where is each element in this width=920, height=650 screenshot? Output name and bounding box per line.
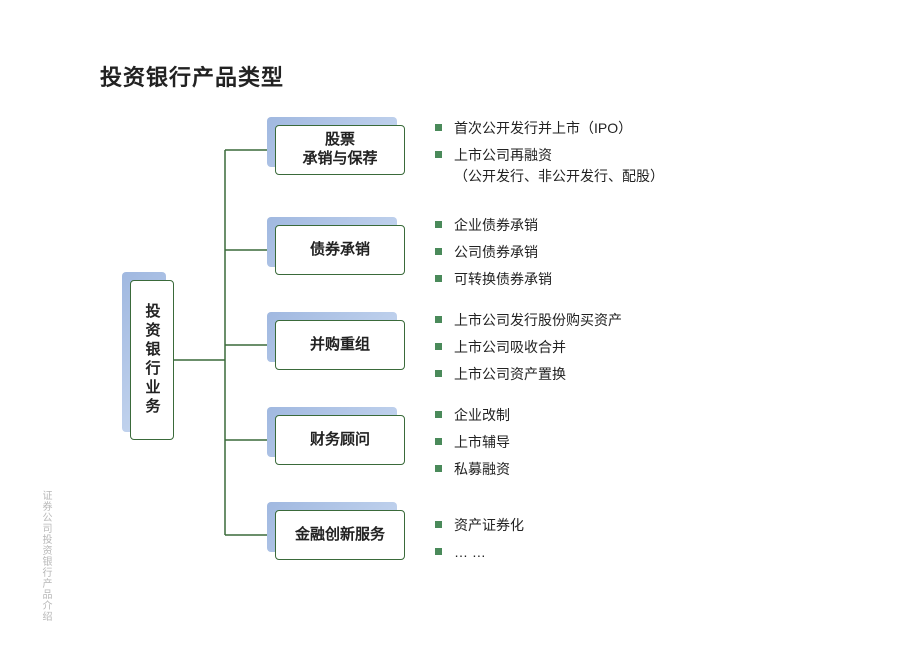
bullet-item: 上市公司吸收合并 [435,337,622,358]
child-label: 并购重组 [275,320,405,370]
side-label: 证券公司投资银行产品介绍 [38,490,53,622]
bullet-list: 首次公开发行并上市（IPO） 上市公司再融资（公开发行、非公开发行、配股） [435,118,664,193]
bullet-text: 上市公司吸收合并 [454,337,566,358]
bullet-item: … … [435,542,524,563]
bullet-square-icon [435,411,442,418]
bullet-item: 上市公司再融资（公开发行、非公开发行、配股） [435,145,664,187]
bullet-text: 私募融资 [454,459,510,480]
bullet-square-icon [435,343,442,350]
bullet-item: 上市公司资产置换 [435,364,622,385]
bullet-text: 上市公司再融资（公开发行、非公开发行、配股） [454,145,664,187]
bullet-square-icon [435,151,442,158]
root-node: 投资银行业务 [130,280,174,440]
child-node: 股票承销与保荐 [275,125,405,175]
child-node: 债券承销 [275,225,405,275]
bullet-list: 企业债券承销公司债券承销可转换债券承销 [435,215,552,296]
bullet-item: 公司债券承销 [435,242,552,263]
child-node: 财务顾问 [275,415,405,465]
bullet-list: 上市公司发行股份购买资产上市公司吸收合并上市公司资产置换 [435,310,622,391]
child-node: 金融创新服务 [275,510,405,560]
bullet-item: 企业改制 [435,405,510,426]
bullet-square-icon [435,521,442,528]
child-label: 股票承销与保荐 [275,125,405,175]
bullet-item: 可转换债券承销 [435,269,552,290]
bullet-square-icon [435,465,442,472]
bullet-item: 上市辅导 [435,432,510,453]
bullet-square-icon [435,370,442,377]
bullet-square-icon [435,248,442,255]
bullet-square-icon [435,316,442,323]
bullet-square-icon [435,548,442,555]
bullet-item: 上市公司发行股份购买资产 [435,310,622,331]
bullet-list: 企业改制上市辅导私募融资 [435,405,510,486]
child-node: 并购重组 [275,320,405,370]
bullet-text: 企业债券承销 [454,215,538,236]
bullet-square-icon [435,124,442,131]
bullet-item: 首次公开发行并上市（IPO） [435,118,664,139]
bullet-text: 上市公司发行股份购买资产 [454,310,622,331]
bullet-square-icon [435,438,442,445]
root-label: 投资银行业务 [130,280,174,440]
bullet-text: 企业改制 [454,405,510,426]
child-label: 债券承销 [275,225,405,275]
bullet-text: 公司债券承销 [454,242,538,263]
child-label: 金融创新服务 [275,510,405,560]
bullet-text: 资产证券化 [454,515,524,536]
bullet-text: 上市公司资产置换 [454,364,566,385]
child-label: 财务顾问 [275,415,405,465]
bullet-square-icon [435,275,442,282]
bullet-text: … … [454,542,486,563]
bullet-text: 首次公开发行并上市（IPO） [454,118,632,139]
bullet-text: 上市辅导 [454,432,510,453]
bullet-text: 可转换债券承销 [454,269,552,290]
bullet-item: 资产证券化 [435,515,524,536]
page-title: 投资银行产品类型 [100,60,284,92]
bullet-item: 企业债券承销 [435,215,552,236]
bullet-item: 私募融资 [435,459,510,480]
bullet-list: 资产证券化 … … [435,515,524,569]
bullet-square-icon [435,221,442,228]
